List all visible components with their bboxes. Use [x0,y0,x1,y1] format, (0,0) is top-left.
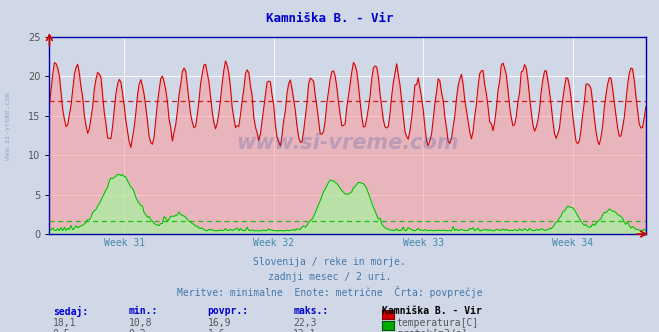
Text: www.si-vreme.com: www.si-vreme.com [5,92,11,160]
Text: zadnji mesec / 2 uri.: zadnji mesec / 2 uri. [268,272,391,282]
Text: 0,5: 0,5 [53,329,71,332]
Text: min.:: min.: [129,306,158,316]
Text: 0,2: 0,2 [129,329,146,332]
Text: Slovenija / reke in morje.: Slovenija / reke in morje. [253,257,406,267]
Text: www.si-vreme.com: www.si-vreme.com [237,133,459,153]
Text: Kamniška B. - Vir: Kamniška B. - Vir [266,12,393,25]
Text: povpr.:: povpr.: [208,306,248,316]
Text: Meritve: minimalne  Enote: metrične  Črta: povprečje: Meritve: minimalne Enote: metrične Črta:… [177,286,482,298]
Text: maks.:: maks.: [293,306,328,316]
Text: 22,3: 22,3 [293,318,317,328]
Text: 16,9: 16,9 [208,318,231,328]
Text: Kamniška B. - Vir: Kamniška B. - Vir [382,306,482,316]
Text: temperatura[C]: temperatura[C] [397,318,479,328]
Text: 10,8: 10,8 [129,318,152,328]
Text: sedaj:: sedaj: [53,306,88,317]
Text: 1,6: 1,6 [208,329,225,332]
Text: 12,1: 12,1 [293,329,317,332]
Text: pretok[m3/s]: pretok[m3/s] [397,329,467,332]
Text: 18,1: 18,1 [53,318,76,328]
